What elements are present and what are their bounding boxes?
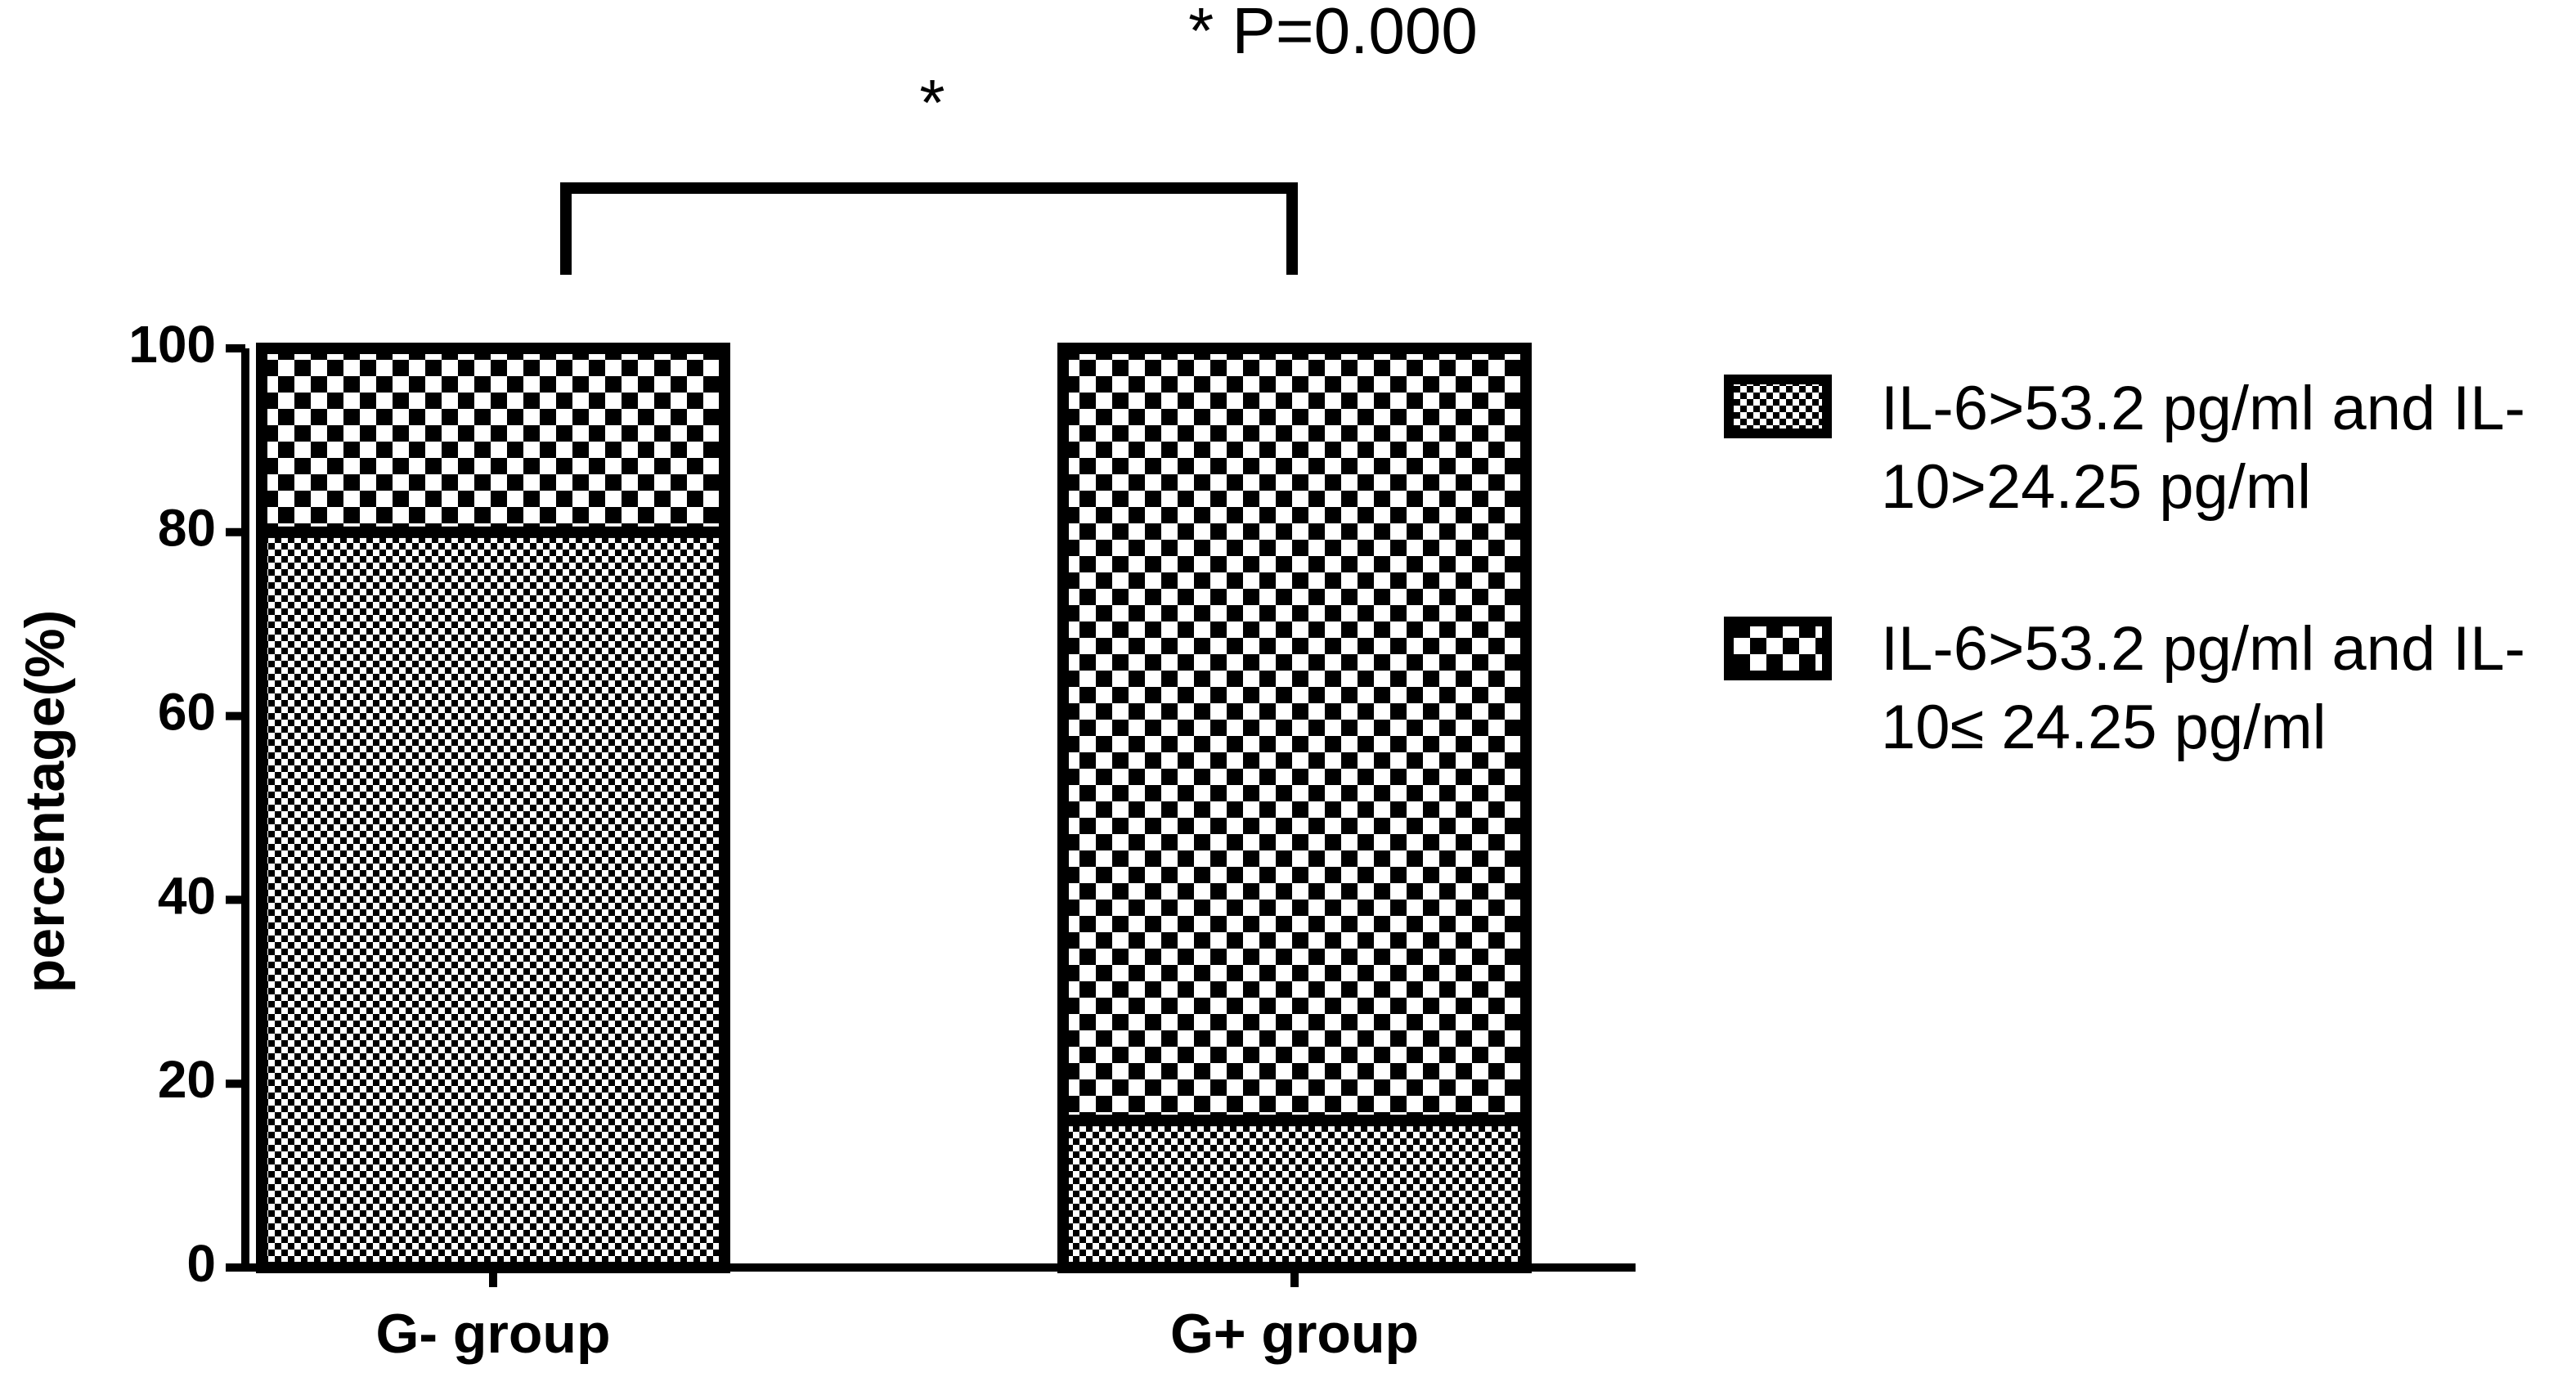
legend-label: IL-6>53.2 pg/ml and IL-10>24.25 pg/ml — [1881, 374, 2525, 522]
x-tick-label: G+ group — [1170, 1303, 1419, 1365]
bar-segment — [256, 526, 730, 1273]
y-tick-label: 40 — [158, 866, 216, 925]
legend-swatch — [1724, 617, 1832, 680]
y-tick-label: 0 — [186, 1234, 216, 1293]
significance-star: * — [919, 66, 945, 139]
bar-segment — [256, 343, 730, 538]
legend-swatch — [1724, 375, 1832, 438]
y-tick-label: 60 — [158, 683, 216, 742]
y-tick-label: 20 — [158, 1050, 216, 1109]
bracket — [560, 182, 1298, 275]
bar-segment — [1057, 1115, 1532, 1274]
x-tick-label: G- group — [375, 1303, 610, 1365]
legend-label: IL-6>53.2 pg/ml and IL-10≤ 24.25 pg/ml — [1881, 614, 2525, 762]
bar-segment — [1057, 343, 1532, 1127]
y-tick-label: 80 — [158, 499, 216, 558]
p-value: * P=0.000 — [1188, 0, 1478, 67]
y-axis-title: percentage(%) — [14, 610, 76, 994]
y-tick-label: 100 — [128, 315, 216, 374]
